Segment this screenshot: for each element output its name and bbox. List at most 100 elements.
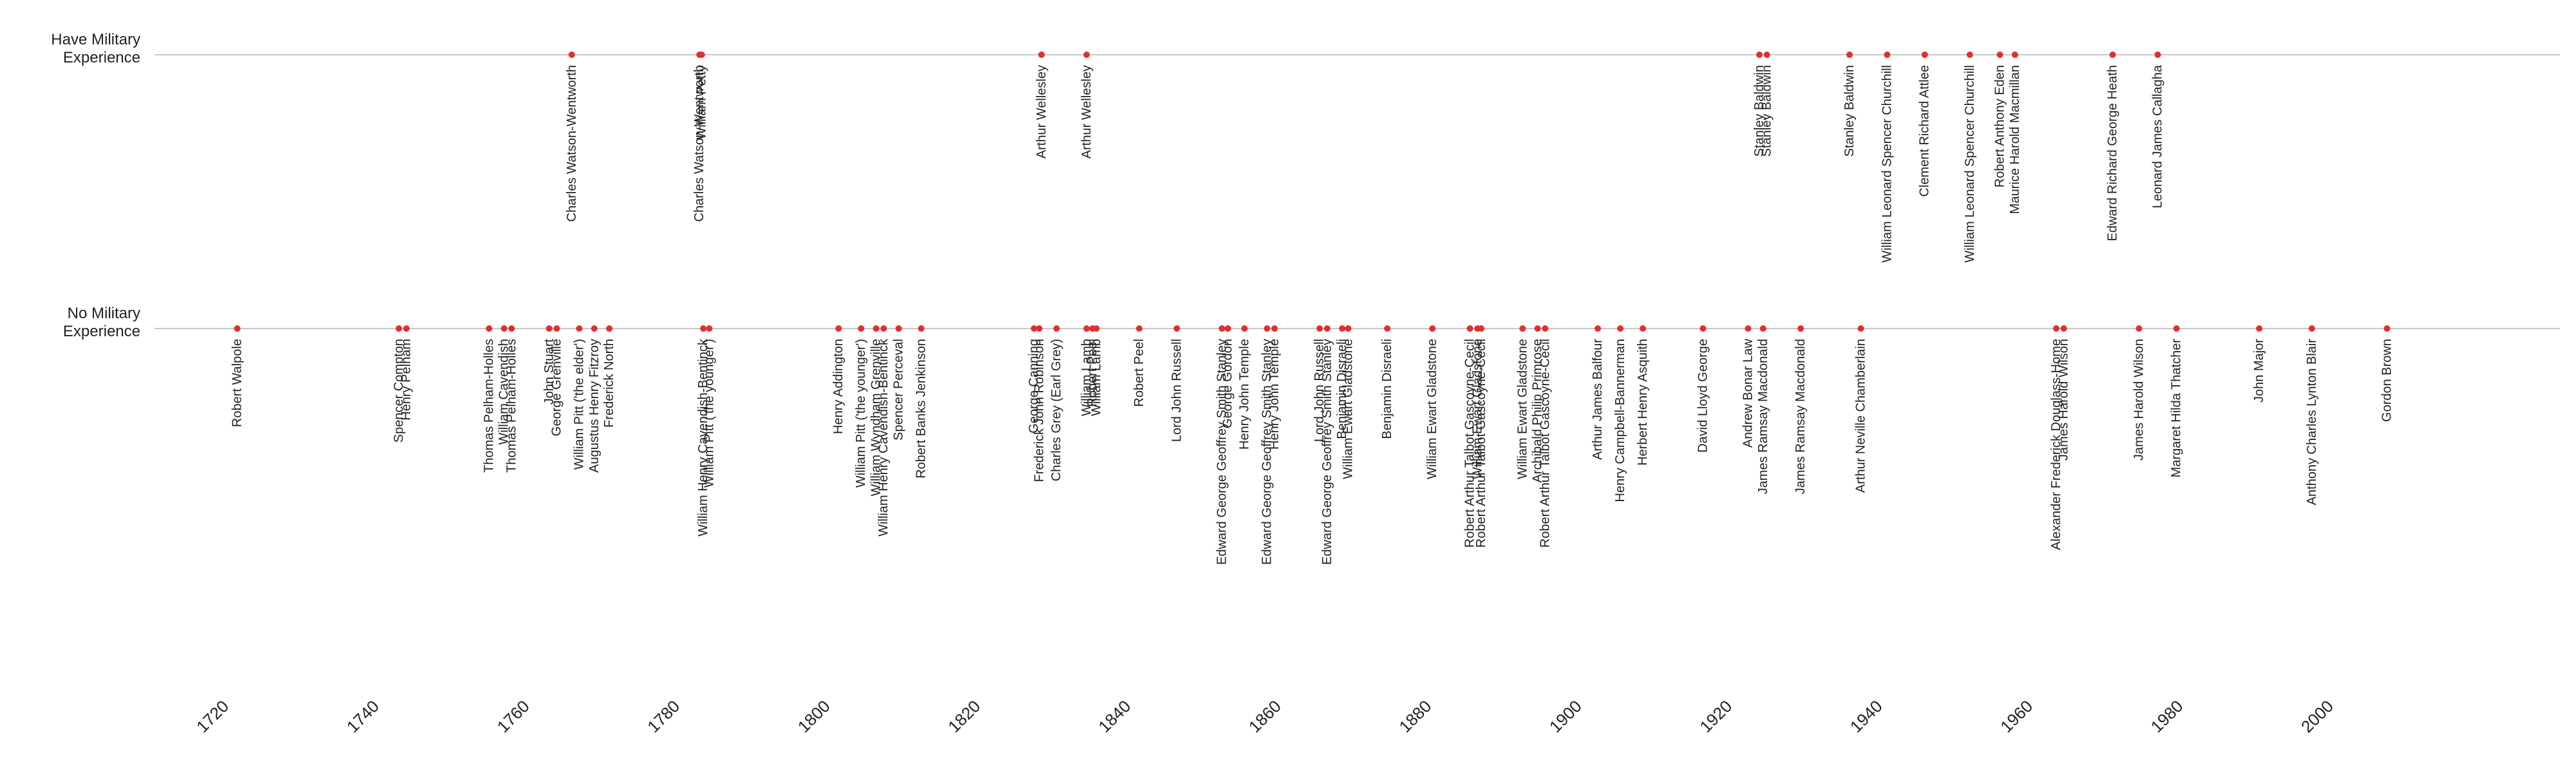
data-point <box>1345 325 1352 332</box>
point-label: Arthur Wellesley <box>1079 65 1094 158</box>
point-label: William Henry Cavendish-Bentinck <box>876 338 891 537</box>
point-label: Leonard James Callagha <box>2151 64 2165 208</box>
point-label: James Harold Wilson <box>2057 339 2071 461</box>
point-label: Clement Richard Attlee <box>1918 65 1932 197</box>
data-point <box>591 325 598 332</box>
point-label: Spencer Perceval <box>892 339 906 441</box>
point-label: David Lloyd George <box>1696 339 1710 453</box>
data-point <box>873 325 880 332</box>
data-point <box>2154 52 2161 58</box>
point-label: John Stuart <box>542 339 556 405</box>
point-label: Arthur Neville Chamberlain <box>1854 339 1868 493</box>
data-point <box>1030 325 1037 332</box>
x-tick-label: 1820 <box>944 696 984 736</box>
point-label: William Pitt ('the elder') <box>572 339 586 470</box>
point-label: Gordon Brown <box>2380 339 2394 422</box>
data-point <box>568 52 575 58</box>
point-label: Charles Grey (Earl Grey) <box>1050 339 1064 481</box>
category-label-line: Experience <box>63 49 140 66</box>
data-point <box>918 325 925 332</box>
point-label: Henry Campbell-Bannerman <box>1613 339 1627 502</box>
point-label: Henry Pelham <box>399 339 413 421</box>
point-label: William Henry Cavendish-Bentinck <box>696 338 710 537</box>
data-point <box>508 325 515 332</box>
x-tick-label: 1940 <box>1846 696 1886 736</box>
data-point <box>1083 325 1090 332</box>
data-point <box>1797 325 1804 332</box>
data-points: Charles Watson-Wentworth Charles Watson-W… <box>230 52 2394 565</box>
data-point <box>1763 52 1770 58</box>
data-point <box>1093 325 1100 332</box>
data-point <box>1224 325 1231 332</box>
data-point <box>1083 52 1090 58</box>
point-label: Charles Watson-Wentworth <box>565 65 579 222</box>
x-tick-label: 1800 <box>794 696 834 736</box>
data-point <box>1966 52 1973 58</box>
point-label: James Ramsay Macdonald <box>1756 339 1770 494</box>
data-point <box>858 325 865 332</box>
point-label: Anthony Charles Lynton Blair <box>2305 339 2319 506</box>
data-point <box>395 325 402 332</box>
point-label: William Leonard Spencer Churchill <box>1963 65 1977 263</box>
point-label: Thomas Pelham-Holles <box>482 339 496 473</box>
data-point <box>1384 325 1391 332</box>
point-label: Arthur Wellesley <box>1034 65 1048 158</box>
point-label: William Cavendish <box>497 339 511 445</box>
data-point <box>1884 52 1891 58</box>
data-point <box>1542 325 1549 332</box>
point-label: Alexander Frederick Douglass-Home <box>2049 339 2063 550</box>
x-tick-label: 1740 <box>343 696 383 736</box>
category-label: Have Military Experience <box>51 31 140 66</box>
data-point <box>1038 52 1045 58</box>
data-point <box>2060 325 2067 332</box>
point-label: Thomas Pelham-Holles <box>504 339 518 473</box>
point-label: Andrew Bonar Law <box>1741 338 1755 448</box>
data-point <box>2173 325 2180 332</box>
point-label: William Pitt ('the younger') <box>702 339 716 488</box>
data-point <box>2256 325 2263 332</box>
data-point <box>1617 325 1624 332</box>
point-label: Robert Peel <box>1132 339 1146 407</box>
point-label: Benjamin Disraeli <box>1380 339 1394 439</box>
point-label: George Canning <box>1027 339 1041 434</box>
data-point <box>1264 325 1271 332</box>
x-axis: 1720 1740 1760 1780 1800 1820 1840 1860 1880 1900… <box>193 696 2337 736</box>
data-point <box>2052 325 2060 332</box>
point-label: Robert Peel <box>1086 339 1100 407</box>
data-point <box>880 325 887 332</box>
point-label: Henry John Temple <box>1237 339 1251 450</box>
data-point <box>1478 325 1485 332</box>
data-point <box>553 325 560 332</box>
point-label: Archibald Philip Primrose <box>1531 339 1545 482</box>
point-label: Edward George Geoffrey Smith Stanley <box>1215 339 1229 565</box>
point-label: Benjamin Disraeli <box>1335 339 1349 439</box>
data-point <box>1921 52 1928 58</box>
point-label: William Ewart Gladstone <box>1515 339 1530 479</box>
data-point <box>545 325 553 332</box>
data-point <box>1136 325 1143 332</box>
point-label: John Major <box>2252 339 2266 403</box>
data-point <box>1756 52 1763 58</box>
data-point <box>1339 325 1346 332</box>
data-point <box>1857 325 1864 332</box>
point-label: Arthur James Balfour <box>1591 339 1605 460</box>
x-tick-label: 1720 <box>193 696 232 736</box>
data-point <box>700 325 707 332</box>
point-label: Lord John Russell <box>1170 339 1184 442</box>
data-point <box>1316 325 1323 332</box>
point-label: William Wyndham Grenville <box>869 339 884 496</box>
point-label: Henry Addington <box>831 339 846 434</box>
point-label: Stanley Baldwin <box>1752 65 1766 157</box>
x-tick-label: 1980 <box>2147 696 2187 736</box>
x-tick-label: 1840 <box>1094 696 1134 736</box>
x-tick-label: 1900 <box>1546 696 1586 736</box>
point-label: Robert Banks Jenkinson <box>914 339 929 479</box>
point-label: Robert Arthur Talbot Gascoyne-Cecil <box>1538 339 1552 548</box>
point-label: Robert Walpole <box>230 339 244 427</box>
point-label: Edward George Geoffrey Smith Stanley <box>1260 339 1274 565</box>
point-label: William Ewart Gladstone <box>1470 339 1484 479</box>
point-label: William Petty <box>695 65 709 140</box>
data-point <box>576 325 583 332</box>
data-point <box>1429 325 1436 332</box>
point-label: William Lamb <box>1089 339 1103 416</box>
